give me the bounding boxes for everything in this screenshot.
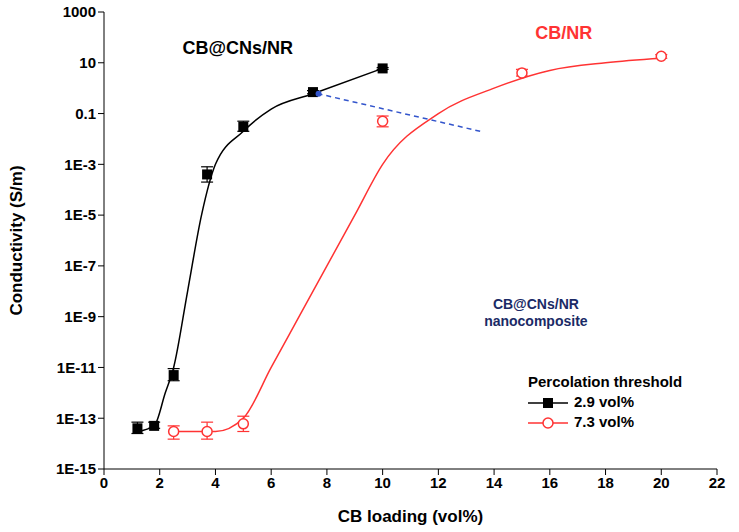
svg-text:12: 12	[430, 474, 447, 491]
svg-text:18: 18	[597, 474, 614, 491]
html-text:Percolation threshold: Percolation threshold	[528, 373, 683, 390]
svg-text:14: 14	[486, 474, 503, 491]
svg-text:6: 6	[267, 474, 275, 491]
svg-text:10: 10	[374, 474, 391, 491]
svg-text:22: 22	[709, 474, 726, 491]
svg-text:1E-13: 1E-13	[56, 410, 96, 427]
svg-text:20: 20	[653, 474, 670, 491]
svg-text:CB@CNs/NR: CB@CNs/NR	[182, 38, 293, 58]
svg-text:1E-11: 1E-11	[57, 359, 96, 376]
svg-text:1E-3: 1E-3	[64, 156, 96, 173]
svg-text:1000: 1000	[63, 3, 96, 20]
svg-text:1E-7: 1E-7	[64, 257, 96, 274]
svg-text:8: 8	[323, 474, 331, 491]
svg-text:1E-5: 1E-5	[64, 206, 96, 223]
svg-text:CB loading (vol%): CB loading (vol%)	[338, 507, 483, 526]
html-text:2.9 vol%: 2.9 vol%	[574, 393, 634, 410]
html-text:7.3 vol%: 7.3 vol%	[574, 413, 634, 430]
svg-text:16: 16	[541, 474, 558, 491]
svg-text:Conductivity (S/m): Conductivity (S/m)	[7, 165, 26, 315]
svg-text:10: 10	[79, 54, 96, 71]
svg-text:2: 2	[156, 474, 164, 491]
svg-text:1E-15: 1E-15	[56, 460, 96, 477]
svg-text:0.1: 0.1	[75, 105, 96, 122]
svg-text:CB@CNs/NRnanocomposite: CB@CNs/NRnanocomposite	[484, 296, 588, 329]
svg-text:1E-9: 1E-9	[64, 308, 96, 325]
svg-text:0: 0	[100, 474, 108, 491]
svg-text:4: 4	[211, 474, 220, 491]
svg-text:CB/NR: CB/NR	[535, 23, 592, 43]
